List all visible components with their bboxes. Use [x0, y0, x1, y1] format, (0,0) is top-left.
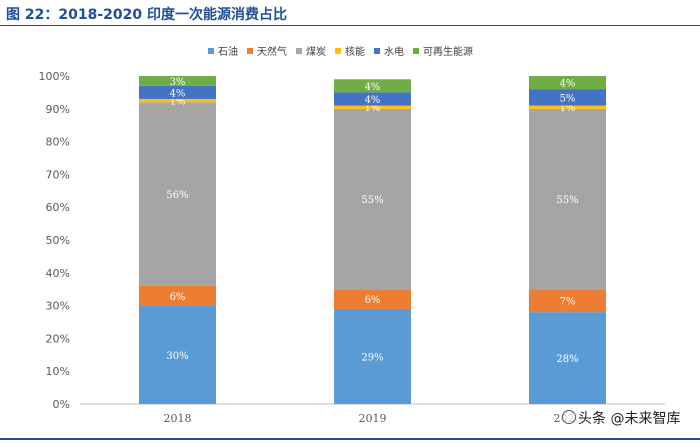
data-label: 4% [560, 79, 576, 90]
data-label: 4% [365, 95, 381, 106]
title-underline [0, 25, 700, 26]
x-tick-label: 2018 [164, 412, 192, 425]
data-label: 1% [170, 97, 186, 108]
bar-segment [139, 285, 216, 306]
data-label: 56% [166, 190, 188, 201]
watermark: 头条 @未来智库 [560, 408, 683, 428]
legend-swatch [335, 47, 341, 54]
legend-label: 天然气 [257, 47, 287, 58]
bottom-rule [0, 438, 700, 440]
bar-segment [139, 305, 216, 404]
legend-label: 核能 [345, 47, 365, 58]
data-label: 1% [560, 103, 576, 114]
data-label: 55% [556, 195, 578, 206]
legend-swatch [247, 47, 253, 54]
data-label: 30% [166, 351, 188, 362]
data-label: 4% [365, 82, 381, 93]
y-tick-label: 70% [46, 168, 70, 181]
legend-label: 可再生能源 [423, 47, 473, 58]
legend-item: 核能 [335, 43, 365, 58]
y-tick-label: 0% [53, 398, 70, 411]
y-tick-label: 30% [46, 300, 70, 313]
bar-segment [334, 289, 411, 309]
legend-swatch [296, 47, 302, 54]
data-label: 55% [361, 195, 383, 206]
legend-label: 煤炭 [306, 47, 326, 58]
bar-segment [334, 92, 411, 106]
y-tick-label: 80% [46, 136, 70, 149]
bar-segment [529, 89, 606, 106]
y-tick-label: 40% [46, 267, 70, 280]
data-label: 6% [170, 292, 186, 303]
bar-segment [334, 79, 411, 93]
y-tick-label: 20% [46, 332, 70, 345]
bar-segment [139, 102, 216, 286]
figure-header: 图 22：2018-2020 印度一次能源消费占比 [0, 0, 700, 28]
legend-swatch [374, 47, 380, 54]
bar-segment [529, 76, 606, 90]
bar-segment [139, 98, 216, 103]
legend-swatch [208, 47, 214, 54]
y-tick-label: 100% [39, 70, 70, 83]
data-label: 29% [361, 352, 383, 363]
legend-label: 水电 [384, 47, 404, 58]
bar-segment [334, 308, 411, 404]
bar-segment [139, 76, 216, 86]
x-tick-label: 2019 [359, 412, 387, 425]
data-label: 7% [560, 297, 576, 308]
y-tick-label: 90% [46, 103, 70, 116]
figure-title: 图 22：2018-2020 印度一次能源消费占比 [6, 7, 287, 23]
bar-segment [139, 85, 216, 99]
bar-segment [529, 105, 606, 109]
watermark-text: 头条 @未来智库 [578, 411, 681, 427]
data-label: 1% [365, 103, 381, 114]
legend-label: 石油 [218, 47, 238, 58]
y-tick-label: 60% [46, 201, 70, 214]
legend-item: 煤炭 [296, 43, 326, 58]
legend-item: 可再生能源 [413, 43, 473, 58]
bar-segment [334, 105, 411, 109]
bar-segment [529, 108, 606, 290]
legend-swatch [413, 47, 419, 54]
data-label: 4% [170, 88, 186, 99]
data-label: 6% [365, 295, 381, 306]
y-tick-label: 50% [46, 234, 70, 247]
data-label: 3% [170, 77, 186, 88]
bar-segment [334, 108, 411, 290]
data-label: 28% [556, 354, 578, 365]
bar-segment [529, 312, 606, 404]
bar-segment [529, 289, 606, 313]
watermark-icon [562, 410, 576, 424]
legend-item: 天然气 [247, 43, 287, 58]
data-label: 5% [560, 93, 576, 104]
legend-item: 石油 [208, 43, 238, 58]
legend-item: 水电 [374, 43, 404, 58]
y-tick-label: 10% [46, 365, 70, 378]
chart-legend: 石油 天然气 煤炭 核能 水电 可再生能源 [208, 43, 473, 58]
